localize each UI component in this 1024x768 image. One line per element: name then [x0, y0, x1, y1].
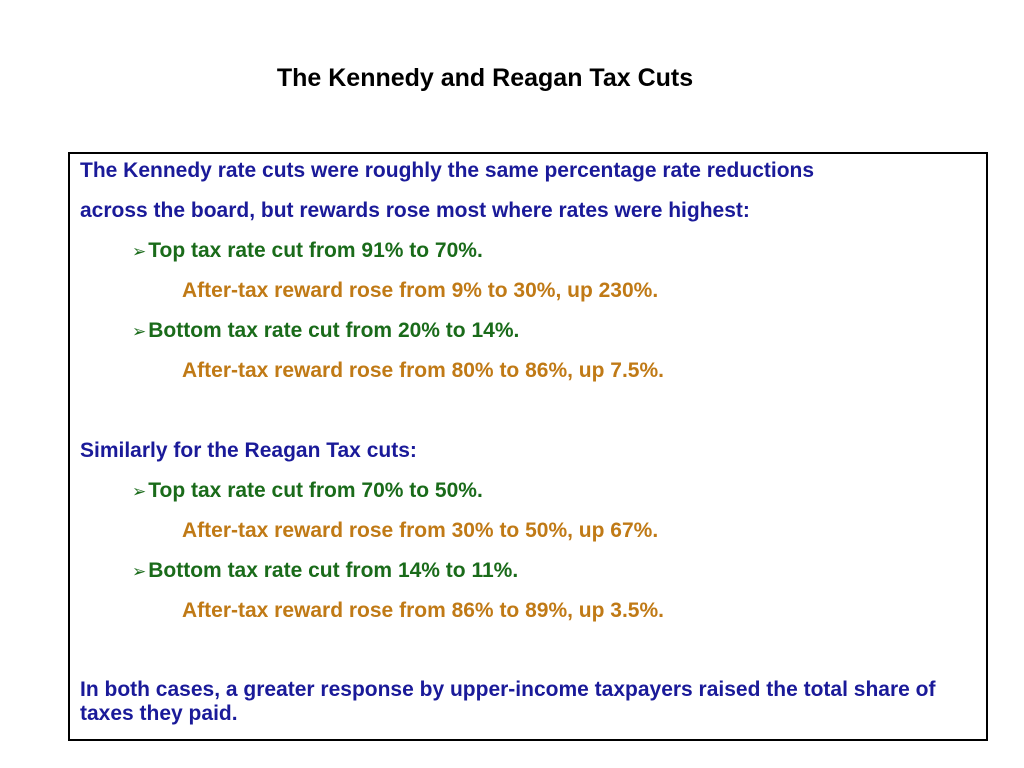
arrowhead-bullet-icon: ➢ [132, 562, 147, 582]
arrowhead-bullet-icon: ➢ [132, 242, 147, 262]
kennedy-top-cut-item: ➢Top tax rate cut from 91% to 70%. [132, 238, 483, 265]
reagan-intro: Similarly for the Reagan Tax cuts: [80, 439, 417, 462]
page-title: The Kennedy and Reagan Tax Cuts [276, 64, 694, 92]
conclusion-text: In both cases, a greater response by upp… [80, 678, 936, 725]
reagan-top-cut-text: Top tax rate cut from 70% to 50%. [148, 479, 483, 502]
kennedy-intro-line1: The Kennedy rate cuts were roughly the s… [80, 159, 815, 182]
kennedy-top-reward: After-tax reward rose from 9% to 30%, up… [182, 279, 659, 302]
arrowhead-bullet-icon: ➢ [132, 482, 147, 502]
reagan-top-cut-item: ➢Top tax rate cut from 70% to 50%. [132, 478, 483, 505]
kennedy-bottom-reward: After-tax reward rose from 80% to 86%, u… [182, 359, 664, 382]
reagan-bottom-reward: After-tax reward rose from 86% to 89%, u… [182, 599, 664, 622]
kennedy-bottom-cut-text: Bottom tax rate cut from 20% to 14%. [148, 319, 520, 342]
arrowhead-bullet-icon: ➢ [132, 322, 147, 342]
reagan-top-reward: After-tax reward rose from 30% to 50%, u… [182, 519, 659, 542]
kennedy-top-cut-text: Top tax rate cut from 91% to 70%. [148, 239, 483, 262]
kennedy-bottom-cut-item: ➢Bottom tax rate cut from 20% to 14%. [132, 318, 519, 345]
kennedy-intro-line2: across the board, but rewards rose most … [80, 199, 750, 222]
reagan-bottom-cut-text: Bottom tax rate cut from 14% to 11%. [148, 559, 519, 582]
content-box: The Kennedy rate cuts were roughly the s… [68, 152, 988, 741]
reagan-bottom-cut-item: ➢Bottom tax rate cut from 14% to 11%. [132, 558, 518, 585]
